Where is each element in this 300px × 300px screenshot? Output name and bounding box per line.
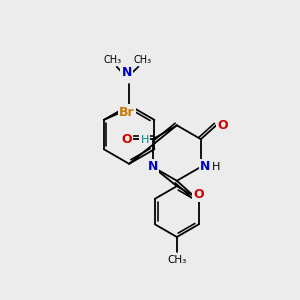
Text: N: N — [122, 67, 132, 80]
Text: CH₃: CH₃ — [103, 55, 121, 65]
Text: N: N — [148, 160, 158, 173]
Text: O: O — [193, 188, 204, 201]
Text: CH₃: CH₃ — [134, 55, 152, 65]
Text: CH₃: CH₃ — [167, 255, 187, 265]
Text: N: N — [200, 160, 211, 173]
Text: O: O — [122, 133, 132, 146]
Text: H: H — [140, 135, 149, 145]
Text: Br: Br — [119, 106, 135, 119]
Text: O: O — [217, 119, 228, 132]
Text: H: H — [212, 162, 220, 172]
